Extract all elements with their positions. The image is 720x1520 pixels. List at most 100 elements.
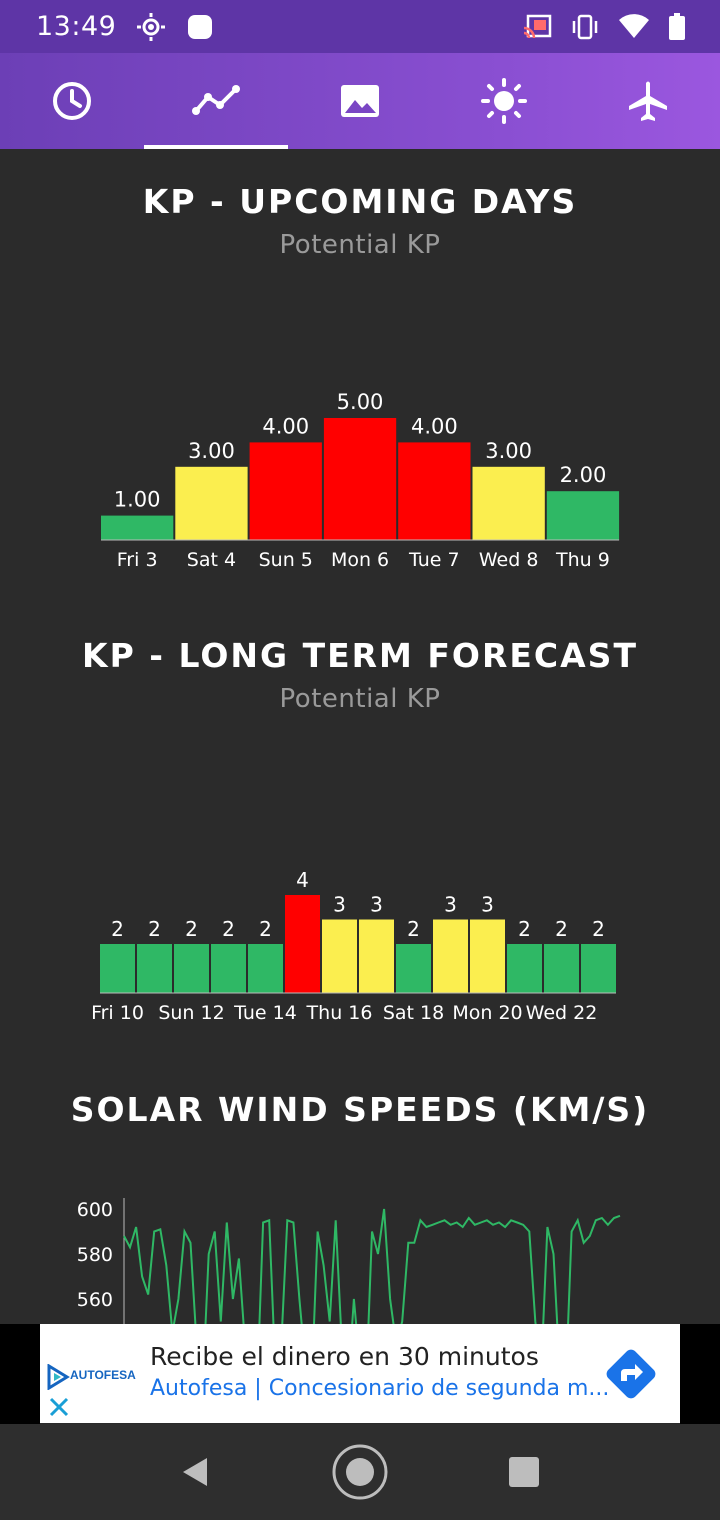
kp-day-label: Fri 3 xyxy=(117,549,158,571)
kp-bar xyxy=(546,491,620,540)
kp-bar xyxy=(248,944,283,993)
kp-value-label: 2 xyxy=(148,917,161,941)
battery-icon xyxy=(669,12,685,40)
kp-bar xyxy=(398,442,471,540)
close-icon[interactable] xyxy=(48,1396,70,1418)
y-tick-label: 560 xyxy=(77,1289,113,1311)
kp-value-label: 2 xyxy=(259,917,272,941)
kp-value-label: 3 xyxy=(370,893,383,917)
sun-icon xyxy=(481,78,527,124)
chart-line-icon xyxy=(192,85,240,115)
kp-day-label: Sat 18 xyxy=(383,1002,444,1024)
upcoming-title: KP - UPCOMING DAYS xyxy=(142,182,578,221)
ad-banner[interactable]: AUTOFESA Recibe el dinero en 30 minutos … xyxy=(40,1324,680,1423)
kp-bar xyxy=(285,895,320,993)
tab-image[interactable] xyxy=(288,53,432,149)
kp-day-label: Mon 20 xyxy=(452,1002,522,1024)
notification-dot-icon xyxy=(188,14,213,39)
kp-value-label: 3.00 xyxy=(188,439,235,463)
kp-value-label: 2 xyxy=(592,917,605,941)
kp-value-label: 5.00 xyxy=(337,390,384,414)
kp-bar xyxy=(175,466,248,540)
kp-value-label: 2 xyxy=(407,917,420,941)
status-bar: 13:49 xyxy=(0,0,720,53)
kp-bar xyxy=(100,944,135,993)
kp-bar xyxy=(544,944,579,993)
kp-day-label: Tue 7 xyxy=(408,549,460,571)
kp-value-label: 4.00 xyxy=(411,414,458,438)
solar-wind-chart: 600 580 560 xyxy=(77,1198,621,1324)
kp-bar xyxy=(581,944,616,993)
cast-icon xyxy=(523,14,552,38)
kp-day-label: Mon 6 xyxy=(331,549,389,571)
kp-value-label: 2.00 xyxy=(560,463,607,487)
clock-icon xyxy=(53,82,91,120)
kp-value-label: 2 xyxy=(555,917,568,941)
kp-value-label: 2 xyxy=(222,917,235,941)
kp-value-label: 4 xyxy=(296,868,309,892)
vibrate-icon xyxy=(572,14,598,39)
brightness-icon xyxy=(137,12,166,41)
kp-day-label: Thu 16 xyxy=(306,1002,373,1024)
kp-day-label: Wed 22 xyxy=(526,1002,598,1024)
ad-brand-name: AUTOFESA xyxy=(70,1368,136,1382)
tab-bar xyxy=(0,53,720,149)
solar-wind-series-line xyxy=(123,1208,621,1324)
kp-value-label: 3 xyxy=(444,893,457,917)
kp-day-label: Tue 14 xyxy=(233,1002,297,1024)
tab-chart[interactable] xyxy=(144,53,288,149)
kp-bar xyxy=(323,418,397,540)
kp-bar xyxy=(470,919,505,993)
y-tick-label: 580 xyxy=(77,1244,113,1266)
kp-bar xyxy=(507,944,542,993)
kp-value-label: 2 xyxy=(185,917,198,941)
ad-headline[interactable]: Recibe el dinero en 30 minutos xyxy=(150,1342,539,1371)
kp-day-label: Sat 4 xyxy=(187,549,236,571)
kp-bar xyxy=(359,919,394,993)
kp-day-label: Thu 9 xyxy=(555,549,610,571)
upcoming-subtitle: Potential KP xyxy=(279,230,441,260)
home-icon[interactable] xyxy=(331,1443,389,1501)
y-tick-label: 600 xyxy=(77,1199,113,1221)
kp-value-label: 3.00 xyxy=(485,439,532,463)
kp-bar xyxy=(472,466,545,540)
ad-brand-logo-icon xyxy=(47,1364,70,1390)
kp-bar xyxy=(433,919,468,993)
kp-bar xyxy=(211,944,246,993)
wifi-icon xyxy=(619,13,649,38)
kp-bar xyxy=(396,944,431,993)
system-nav-bar xyxy=(0,1424,720,1520)
solar-wind-title: SOLAR WIND SPEEDS (KM/S) xyxy=(70,1090,650,1129)
ad-margin-right xyxy=(680,1324,720,1424)
kp-day-label: Fri 10 xyxy=(91,1002,144,1024)
kp-day-label: Sun 5 xyxy=(259,549,313,571)
airplane-icon xyxy=(629,81,667,121)
tab-airplane[interactable] xyxy=(576,53,720,149)
kp-value-label: 2 xyxy=(518,917,531,941)
tab-clock[interactable] xyxy=(0,53,144,149)
kp-value-label: 4.00 xyxy=(262,414,309,438)
kp-bar xyxy=(249,442,322,540)
kp-value-label: 1.00 xyxy=(114,488,161,512)
kp-value-label: 3 xyxy=(481,893,494,917)
longterm-title: KP - LONG TERM FORECAST xyxy=(82,636,638,675)
kp-value-label: 3 xyxy=(333,893,346,917)
image-icon xyxy=(341,85,379,117)
kp-bar xyxy=(137,944,172,993)
ad-margin-left xyxy=(0,1324,40,1424)
kp-bar xyxy=(174,944,209,993)
longterm-subtitle: Potential KP xyxy=(279,684,441,714)
back-icon[interactable] xyxy=(179,1455,213,1489)
ad-subline[interactable]: Autofesa | Concesionario de segunda m... xyxy=(150,1376,610,1401)
recents-icon[interactable] xyxy=(507,1455,541,1489)
directions-arrow-icon[interactable] xyxy=(602,1345,660,1403)
kp-value-label: 2 xyxy=(111,917,124,941)
kp-bar xyxy=(322,919,357,993)
kp-day-label: Wed 8 xyxy=(479,549,539,571)
tab-sun[interactable] xyxy=(432,53,576,149)
kp-day-label: Sun 12 xyxy=(158,1002,224,1024)
status-time: 13:49 xyxy=(36,11,117,42)
upcoming-kp-chart: 1.00 Fri 3 3.00 Sat 4 4.00 Sun 5 5.00 Mon 6 4.00… xyxy=(101,390,620,571)
kp-bar xyxy=(101,515,174,540)
